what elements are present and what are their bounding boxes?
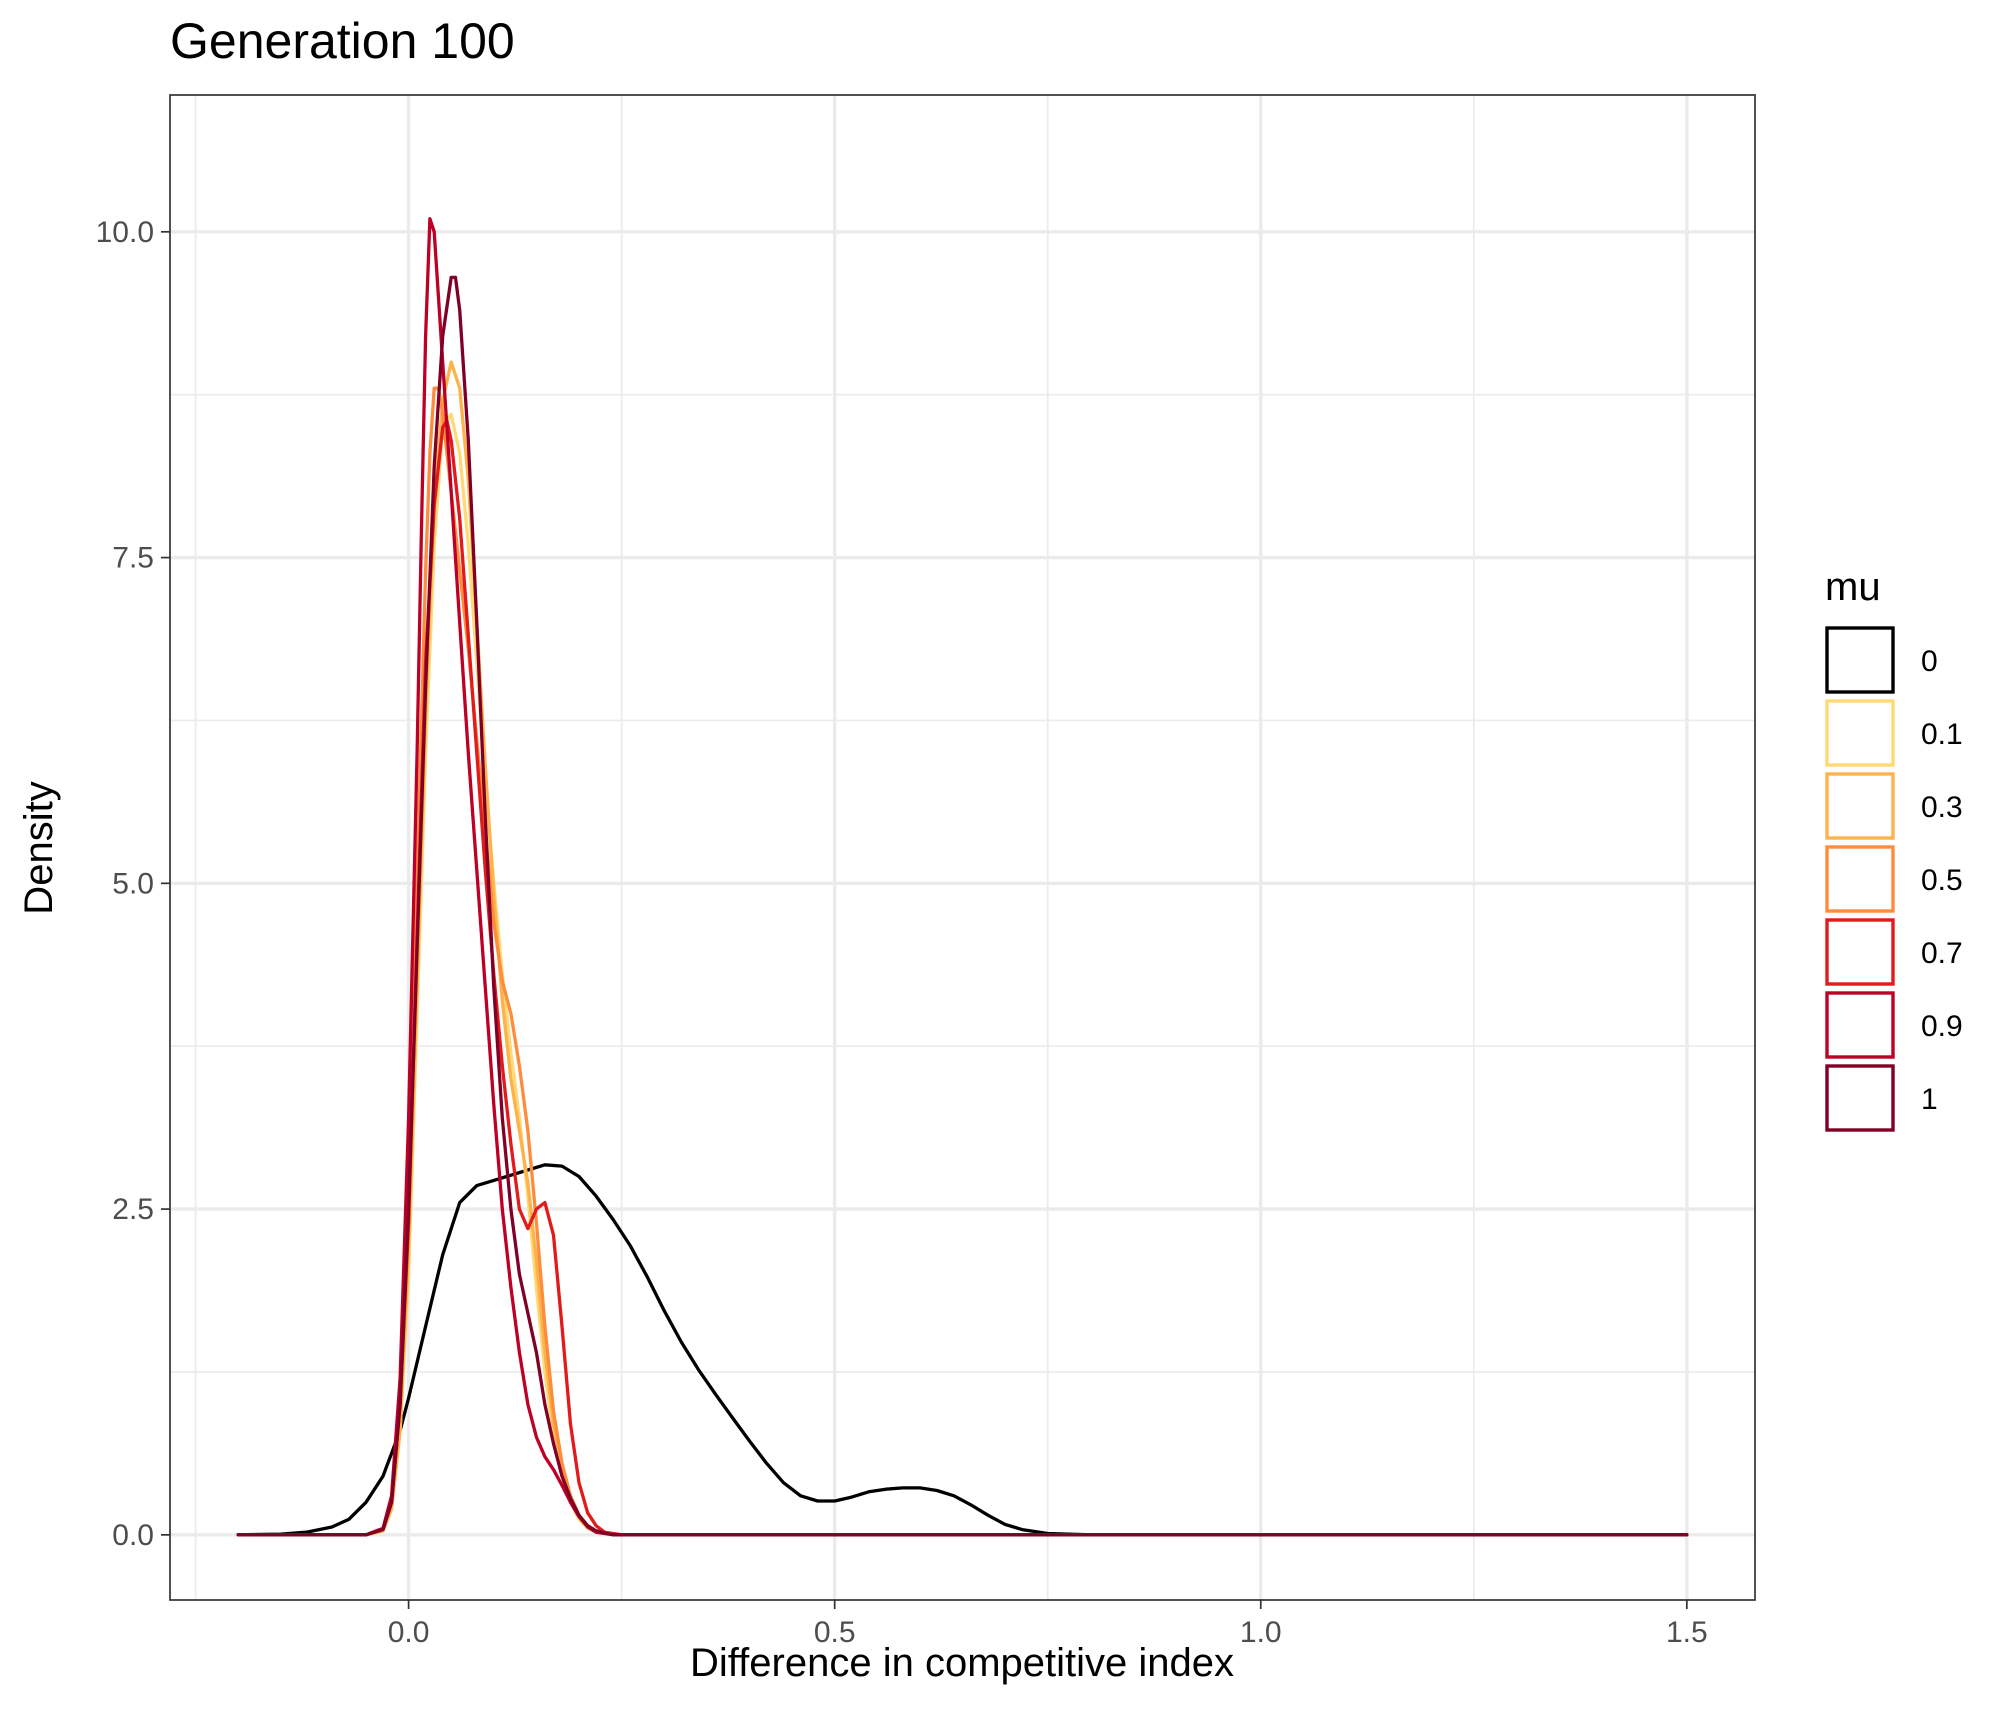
legend-label: 1 [1921,1083,1938,1116]
legend-key-mu-0.1 [1825,699,1895,767]
plot-panel-border [169,94,1756,1601]
x-tick-label: 1.0 [1240,1616,1282,1649]
minor-gridlines [170,95,1755,1600]
legend-key-mu-0.5 [1825,845,1895,913]
density-curve-mu-0.7 [236,419,1689,1537]
legend-label: 0.1 [1921,718,1963,751]
legend-key-mu-0.3 [1825,772,1895,840]
legend-label: 0.7 [1921,937,1963,970]
legend-key-mu-1 [1825,1064,1895,1132]
legend: mu 0 0.1 0.3 0.5 0.7 0.9 1 [1825,565,1963,1132]
x-tick-label: 0.5 [814,1616,856,1649]
density-curve-mu-0 [236,1163,1689,1537]
legend-label: 0.9 [1921,1010,1963,1043]
y-axis: 0.0 2.5 5.0 7.5 10.0 [96,216,170,1552]
x-tick-label: 0.0 [388,1616,430,1649]
x-axis: 0.0 0.5 1.0 1.5 [388,1600,1708,1649]
legend-key-mu-0 [1825,626,1895,694]
major-gridlines [170,95,1755,1600]
density-curve-mu-1 [236,275,1689,1537]
y-tick-label: 2.5 [112,1193,154,1226]
y-tick-label: 5.0 [112,867,154,900]
y-tick-label: 7.5 [112,542,154,575]
density-curves [236,217,1689,1537]
chart-title: Generation 100 [170,13,515,69]
y-tick-label: 10.0 [96,216,154,249]
x-axis-title: Difference in competitive index [690,1641,1234,1685]
legend-label: 0.5 [1921,864,1963,897]
density-curve-mu-0.9 [236,217,1689,1537]
y-tick-label: 0.0 [112,1519,154,1552]
legend-title: mu [1825,565,1881,609]
legend-label: 0 [1921,645,1938,678]
x-tick-label: 1.5 [1666,1616,1708,1649]
legend-key-mu-0.7 [1825,918,1895,986]
legend-label: 0.3 [1921,791,1963,824]
y-axis-title: Density [17,781,61,914]
legend-key-mu-0.9 [1825,991,1895,1059]
